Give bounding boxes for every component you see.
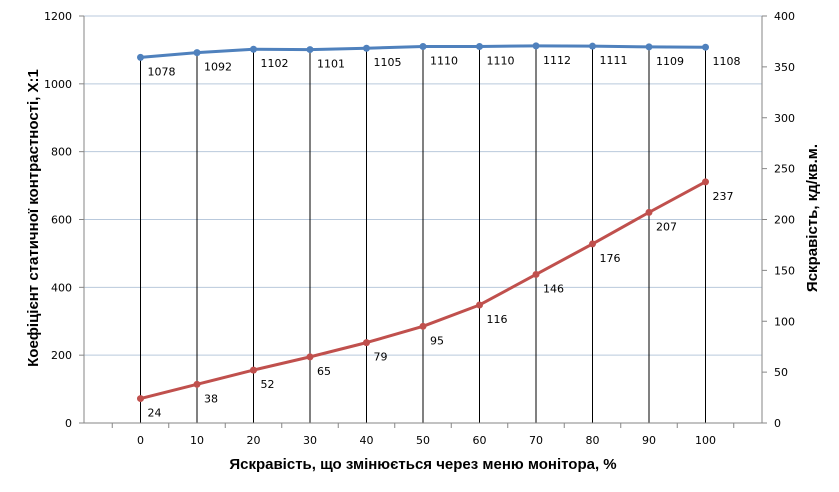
series-2-point [476,301,483,309]
y2-tick-label: 200 [774,214,795,227]
x-tick-label: 80 [586,434,600,447]
y2-tick-label: 300 [774,112,795,125]
y2-tick-label: 150 [774,264,795,277]
data-labels: 1078 1092 1102 1101 1105 1110 1110 1112 1111 1109… [148,54,741,420]
series-1-point [476,43,483,51]
series-2-point [702,178,709,186]
x-tick-label: 60 [473,434,487,447]
data-label: 38 [204,392,218,405]
x-tick-label: 0 [137,434,144,447]
series-1-point [137,53,144,61]
data-label: 1078 [148,65,176,78]
series [137,42,709,403]
data-label: 1110 [430,55,458,68]
series-2-point [137,395,144,403]
x-tick-label: 70 [529,434,543,447]
data-label: 1108 [713,55,741,68]
series-2-point [532,270,540,278]
y2-tick-label: 350 [774,61,795,74]
y-tick-label: 600 [51,214,72,227]
x-tick-label: 100 [695,434,716,447]
axes: 0200400600800100012000501001502002503003… [44,10,795,447]
series-2-point [250,366,257,374]
data-label: 1105 [374,56,402,69]
drop-lines [140,45,706,423]
y-tick-label: 1200 [44,10,72,23]
series-2-point [306,353,314,361]
y-tick-label: 0 [65,417,72,430]
series-1-point [702,43,709,51]
data-label: 1101 [317,58,345,71]
data-label: 146 [543,282,564,295]
data-label: 116 [487,313,508,326]
series-1-point [532,42,540,50]
series-1-point [250,45,257,53]
x-tick-label: 20 [247,434,261,447]
series-2-point [645,208,653,216]
x-tick-label: 40 [360,434,374,447]
data-label: 1112 [543,54,571,67]
x-tick-label: 30 [303,434,317,447]
series-1-point [363,44,370,52]
data-label: 1102 [261,57,289,70]
series-1-point [645,43,653,51]
series-2-point [419,322,427,330]
data-label: 95 [430,334,444,347]
y2-tick-label: 250 [774,163,795,176]
y2-tick-label: 400 [774,10,795,23]
x-tick-label: 90 [642,434,656,447]
data-label: 176 [600,252,621,265]
y-tick-label: 1000 [44,78,72,91]
data-label: 65 [317,365,331,378]
data-label: 1110 [487,55,515,68]
series-1-point [589,42,596,50]
y2-tick-label: 100 [774,315,795,328]
data-label: 237 [713,190,734,203]
x-tick-label: 10 [190,434,204,447]
series-1-point [419,43,427,51]
x-axis-title: Яскравість, що змінюється через меню мон… [229,456,616,473]
y2-tick-label: 50 [774,366,788,379]
y-tick-label: 400 [51,281,72,294]
data-label: 1109 [656,55,684,68]
data-label: 1111 [600,54,628,67]
data-label: 207 [656,220,677,233]
series-1-point [306,46,314,54]
data-label: 79 [374,351,388,364]
data-label: 24 [148,407,162,420]
data-label: 1092 [204,61,232,74]
data-label: 52 [261,378,275,391]
series-2-point [589,240,596,248]
y2-tick-label: 0 [774,417,781,430]
y-axis-title: Коефіцієнт статичної контрастності, Х:1 [25,69,42,367]
series-2-point [193,380,201,388]
x-tick-label: 50 [416,434,430,447]
y2-axis-title: Яскравість, кд/кв.м. [804,144,821,292]
series-1-point [193,49,201,57]
y-tick-label: 800 [51,146,72,159]
y-tick-label: 200 [51,349,72,362]
series-2-point [363,339,370,347]
